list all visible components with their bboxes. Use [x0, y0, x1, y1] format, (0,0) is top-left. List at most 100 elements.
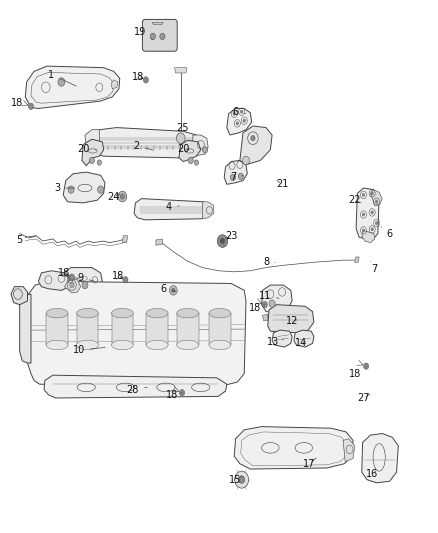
- Circle shape: [251, 135, 255, 141]
- Circle shape: [233, 112, 236, 115]
- Text: 19: 19: [134, 27, 153, 39]
- Text: 2: 2: [133, 141, 153, 151]
- Text: 9: 9: [78, 273, 94, 283]
- Circle shape: [375, 221, 378, 224]
- Polygon shape: [122, 236, 127, 243]
- Polygon shape: [355, 257, 359, 262]
- Polygon shape: [175, 68, 187, 73]
- Text: 18: 18: [11, 98, 28, 108]
- Text: 23: 23: [225, 231, 237, 241]
- Ellipse shape: [46, 340, 68, 350]
- Polygon shape: [272, 330, 292, 347]
- Polygon shape: [146, 313, 168, 345]
- Circle shape: [180, 390, 185, 396]
- Polygon shape: [356, 188, 379, 240]
- Circle shape: [238, 173, 244, 180]
- Text: 27: 27: [357, 393, 370, 403]
- Circle shape: [236, 122, 239, 125]
- Polygon shape: [63, 172, 105, 203]
- Text: 7: 7: [230, 172, 243, 182]
- Text: 24: 24: [107, 191, 120, 201]
- Circle shape: [262, 302, 267, 308]
- Ellipse shape: [209, 309, 231, 318]
- Polygon shape: [152, 22, 163, 25]
- Polygon shape: [134, 199, 209, 220]
- Text: 20: 20: [77, 144, 96, 154]
- Ellipse shape: [177, 309, 198, 318]
- Polygon shape: [61, 268, 102, 290]
- Polygon shape: [20, 294, 31, 363]
- Text: 18: 18: [112, 271, 124, 281]
- Circle shape: [362, 193, 365, 197]
- Polygon shape: [82, 139, 104, 166]
- Circle shape: [123, 277, 128, 283]
- Text: 3: 3: [54, 183, 75, 193]
- Circle shape: [220, 238, 225, 244]
- Text: 6: 6: [381, 227, 393, 239]
- Ellipse shape: [177, 340, 198, 350]
- Text: 18: 18: [132, 71, 145, 82]
- Circle shape: [120, 194, 124, 199]
- Ellipse shape: [209, 340, 231, 350]
- Circle shape: [194, 160, 198, 165]
- Text: 21: 21: [276, 179, 288, 189]
- Circle shape: [97, 160, 102, 165]
- Text: 1: 1: [48, 70, 76, 86]
- Circle shape: [371, 192, 374, 195]
- Text: 11: 11: [258, 290, 279, 301]
- Polygon shape: [11, 287, 28, 305]
- Circle shape: [68, 186, 74, 193]
- Circle shape: [170, 286, 177, 295]
- Circle shape: [243, 156, 250, 165]
- Circle shape: [28, 103, 34, 110]
- Ellipse shape: [112, 340, 133, 350]
- FancyBboxPatch shape: [142, 19, 177, 51]
- Circle shape: [58, 78, 65, 86]
- Circle shape: [118, 191, 127, 202]
- Polygon shape: [28, 281, 246, 386]
- Circle shape: [69, 274, 74, 280]
- Ellipse shape: [146, 340, 168, 350]
- Text: 4: 4: [166, 202, 179, 212]
- Ellipse shape: [112, 309, 133, 318]
- Text: 13: 13: [267, 337, 283, 347]
- Circle shape: [235, 471, 249, 488]
- Text: 14: 14: [295, 338, 307, 349]
- Ellipse shape: [77, 340, 99, 350]
- Polygon shape: [177, 313, 198, 345]
- Polygon shape: [268, 305, 314, 333]
- Polygon shape: [111, 80, 118, 89]
- Polygon shape: [85, 130, 99, 151]
- Circle shape: [230, 174, 236, 181]
- Circle shape: [150, 33, 155, 39]
- Polygon shape: [25, 66, 120, 109]
- Circle shape: [70, 282, 74, 288]
- Circle shape: [143, 77, 148, 83]
- Circle shape: [177, 133, 185, 143]
- Polygon shape: [371, 190, 382, 206]
- Text: 7: 7: [371, 261, 378, 274]
- Circle shape: [98, 186, 104, 193]
- Circle shape: [82, 281, 88, 289]
- Text: 25: 25: [176, 123, 188, 133]
- Polygon shape: [343, 439, 355, 462]
- Circle shape: [239, 476, 245, 483]
- Text: 28: 28: [127, 384, 147, 394]
- Polygon shape: [92, 127, 201, 158]
- Polygon shape: [202, 202, 214, 219]
- Polygon shape: [240, 126, 272, 165]
- Circle shape: [240, 110, 243, 114]
- Text: 12: 12: [286, 316, 298, 326]
- Text: 22: 22: [349, 195, 361, 205]
- Polygon shape: [261, 285, 292, 313]
- Circle shape: [202, 147, 208, 153]
- Polygon shape: [77, 313, 99, 345]
- Polygon shape: [179, 140, 201, 161]
- Text: 18: 18: [349, 366, 366, 378]
- Polygon shape: [362, 433, 398, 483]
- Circle shape: [371, 228, 374, 231]
- Text: 18: 18: [166, 390, 182, 400]
- Polygon shape: [262, 314, 268, 320]
- Ellipse shape: [77, 309, 99, 318]
- Circle shape: [217, 235, 228, 247]
